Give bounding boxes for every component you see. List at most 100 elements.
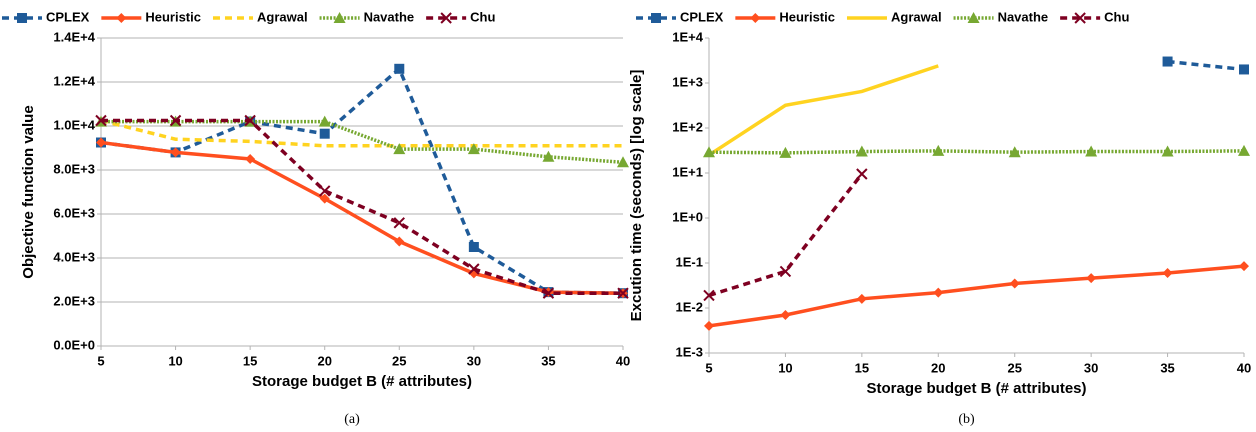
x-tick-label: 25 [1007,360,1021,375]
line [101,118,623,148]
legend-marker [651,13,661,23]
x-tick-label: 25 [392,353,406,368]
marker [617,156,629,168]
y-tick-label: 1E+2 [672,119,703,134]
legend-marker [333,12,346,23]
marker [779,265,792,278]
x-tick-label: 5 [705,360,712,375]
x-tick-label: 10 [168,353,182,368]
marker [1162,56,1173,67]
marker [703,146,715,158]
marker [319,193,330,204]
x-tick-label: 15 [243,353,257,368]
legend-marker [967,12,980,23]
series [709,149,1245,155]
legend-label: Heuristic [145,9,201,24]
line [709,264,1245,328]
x-axis-label: Storage budget B (# attributes) [252,373,472,390]
marker [170,147,181,158]
line [101,119,624,165]
line [101,140,624,295]
marker [244,114,256,127]
marker [1162,267,1173,278]
y-tick-label: 6.0E+3 [53,205,95,220]
legend-label: Agrawal [257,9,308,24]
marker [1239,261,1249,272]
legend-label: Heuristic [779,9,835,24]
caption: (a) [344,412,360,427]
marker [933,287,944,298]
line [1167,59,1245,72]
legend-marker [750,13,761,23]
series [709,172,864,298]
legend-marker [440,12,452,24]
marker [617,287,629,299]
line [101,65,624,295]
marker [393,217,405,229]
series [101,118,623,148]
x-tick-label: 5 [97,353,104,368]
marker [780,309,791,320]
marker [1009,278,1020,289]
series [101,118,623,295]
legend-marker [1074,12,1086,24]
legend-marker [17,13,27,23]
series [1167,59,1245,72]
marker [932,144,945,156]
marker [95,114,107,127]
y-tick-label: 1E+3 [672,74,703,89]
marker [542,287,555,299]
marker [1161,145,1174,157]
line [709,64,939,157]
caption: (b) [958,412,975,427]
x-tick-label: 20 [317,353,331,368]
y-tick-label: 1E+0 [672,209,703,224]
y-tick-label: 1.4E+4 [53,29,95,44]
line [709,149,1245,155]
marker [394,63,405,74]
y-tick-label: 1E-1 [676,254,703,269]
marker [856,293,867,304]
y-tick-label: 1E+4 [672,29,703,44]
marker [393,143,406,155]
marker [468,263,480,275]
series [709,264,1245,328]
x-tick-label: 20 [931,360,945,375]
y-tick-label: 8.0E+3 [53,161,95,176]
marker [1086,273,1097,284]
line [709,172,864,298]
marker [1239,64,1249,75]
legend-label: CPLEX [680,9,724,24]
y-tick-label: 1E-2 [676,299,703,314]
marker [1238,144,1250,156]
marker [394,236,405,247]
marker [319,185,331,197]
y-axis-label: Objective function value [20,105,37,278]
marker [169,114,182,127]
legend-label: Navathe [998,9,1049,24]
line [101,118,623,295]
x-tick-label: 35 [1160,360,1174,375]
marker [468,242,479,252]
x-tick-label: 30 [1084,360,1098,375]
x-tick-label: 15 [855,360,869,375]
marker [704,320,714,331]
y-tick-label: 4.0E+3 [53,249,95,264]
y-tick-label: 1E-3 [676,344,703,359]
series [709,64,939,157]
x-tick-label: 35 [541,353,555,368]
legend-label: Chu [470,9,495,24]
series [101,119,624,165]
marker [245,154,256,164]
legend-label: Navathe [364,9,415,24]
legend-label: Agrawal [891,9,942,24]
legend-label: Chu [1104,9,1129,24]
marker [542,150,555,162]
marker [319,128,330,139]
y-tick-label: 1.0E+4 [53,117,95,132]
y-tick-label: 1E+1 [672,164,703,179]
x-axis-label: Storage budget B (# attributes) [866,380,1086,397]
x-tick-label: 30 [467,353,481,368]
y-tick-label: 1.2E+4 [53,73,95,88]
